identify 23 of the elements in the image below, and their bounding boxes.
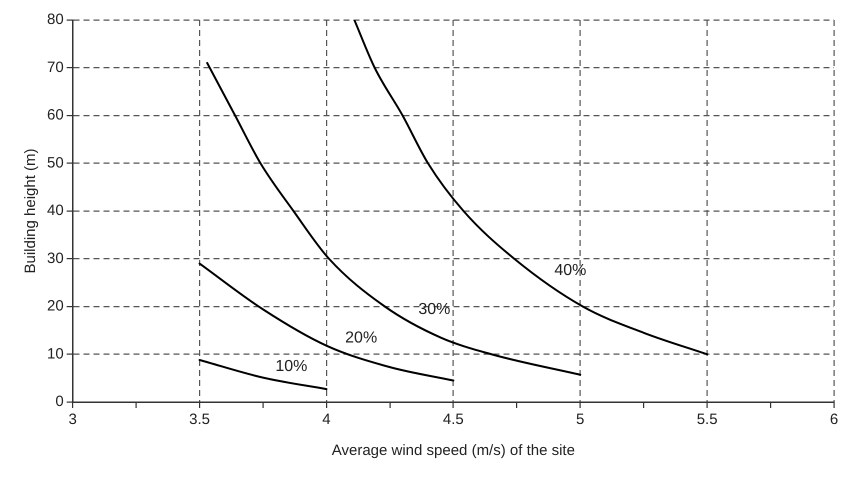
x-tick-label: 5.5 bbox=[696, 411, 718, 428]
x-tick-label: 6 bbox=[830, 411, 838, 428]
x-tick-label: 5 bbox=[576, 411, 584, 428]
y-tick-label: 10 bbox=[46, 345, 64, 362]
y-axis-title: Building height (m) bbox=[22, 148, 40, 274]
y-tick-label: 70 bbox=[46, 58, 64, 76]
x-tick-label: 4.5 bbox=[442, 411, 464, 428]
y-tick-label: 0 bbox=[55, 393, 64, 410]
series-label: 40% bbox=[554, 262, 586, 279]
y-tick-label: 20 bbox=[46, 298, 64, 315]
x-tick-label: 3.5 bbox=[189, 411, 210, 428]
y-tick-label: 80 bbox=[46, 11, 64, 28]
series-label: 10% bbox=[275, 358, 308, 376]
x-tick-label: 4 bbox=[322, 411, 331, 428]
y-tick-label: 60 bbox=[46, 106, 64, 124]
y-tick-label: 50 bbox=[46, 154, 64, 172]
line-series bbox=[198, 262, 454, 382]
series-label: 30% bbox=[418, 301, 450, 318]
series-label: 20% bbox=[345, 329, 378, 346]
x-tick-label: 3 bbox=[68, 411, 77, 428]
y-tick-label: 40 bbox=[46, 202, 64, 220]
y-tick-label: 30 bbox=[46, 250, 64, 267]
x-axis-title: Average wind speed (m/s) of the site bbox=[332, 442, 575, 460]
